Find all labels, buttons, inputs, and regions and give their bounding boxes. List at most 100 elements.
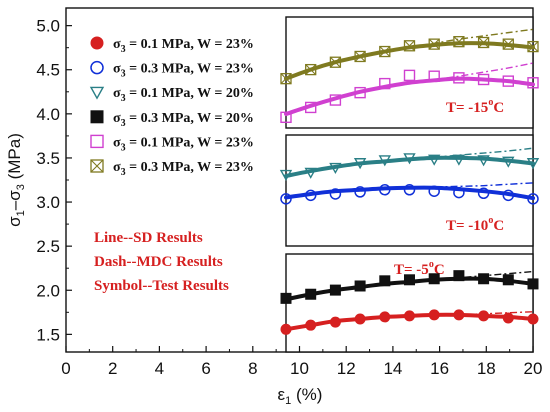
legend-item: σ3 = 0.1 MPa, W = 20% [89, 86, 254, 104]
data-point [428, 185, 440, 197]
x-tick-label: 2 [108, 359, 117, 378]
y-axis-title-sub2: 3 [15, 184, 27, 190]
data-point [502, 274, 514, 286]
data-point [280, 323, 292, 335]
sd-fit-line [284, 155, 535, 178]
data-point [453, 36, 465, 48]
data-point [477, 155, 490, 167]
legend-item: σ3 = 0.3 MPa, W = 20% [90, 110, 254, 129]
temperature-label: T= -5oC [394, 259, 445, 278]
data-point [502, 75, 514, 87]
legend-marker [90, 110, 104, 124]
data-point [403, 184, 416, 196]
data-point [502, 38, 514, 50]
legend-marker [90, 159, 104, 173]
data-point [478, 310, 490, 322]
temperature-label: T= -10oC [446, 215, 504, 234]
x-tick-label: 0 [61, 359, 70, 378]
data-point [329, 162, 342, 175]
data-point [379, 184, 391, 196]
series-group [280, 270, 539, 304]
legend-label: σ3 = 0.1 MPa, W = 23% [113, 135, 254, 153]
x-axis-title-sub: 1 [285, 395, 291, 407]
data-point [477, 187, 490, 200]
series-group [280, 309, 539, 335]
y-axis-title-sub1: 1 [15, 210, 27, 216]
data-point [354, 86, 366, 99]
data-point [527, 278, 539, 290]
x-tick-label: 16 [430, 359, 449, 378]
y-tick-label: 3.5 [36, 149, 60, 168]
data-point [453, 309, 465, 321]
series-group [280, 182, 539, 205]
y-tick-label: 3.0 [36, 193, 60, 212]
data-point [379, 45, 391, 58]
y-axis-title-unit: (MPa) [5, 133, 24, 184]
legend-marker [90, 36, 104, 50]
legend-item: σ3 = 0.3 MPa, W = 23% [90, 159, 254, 178]
y-tick-label: 4.5 [36, 61, 60, 80]
data-point [305, 101, 317, 114]
data-point [502, 312, 514, 324]
y-axis-title-main: σ [5, 216, 24, 227]
data-point [453, 270, 465, 282]
data-point [305, 319, 317, 331]
y-tick-label: 1.5 [36, 325, 60, 344]
legend-label: σ3 = 0.3 MPa, W = 20% [113, 111, 254, 129]
temperature-label: T= -15oC [446, 97, 504, 116]
data-point [379, 77, 391, 90]
data-point [304, 189, 317, 202]
legend-label: σ3 = 0.1 MPa, W = 20% [113, 86, 254, 104]
data-point [428, 309, 440, 321]
y-tick-label: 4.0 [36, 105, 60, 124]
legend-marker [89, 86, 105, 100]
x-tick-label: 10 [290, 359, 309, 378]
y-tick-label: 5.0 [36, 17, 60, 36]
x-tick-label: 4 [155, 359, 164, 378]
note-symbol: Symbol--Test Results [94, 278, 229, 294]
x-tick-label: 6 [201, 359, 210, 378]
data-point [428, 273, 440, 285]
data-point [354, 186, 366, 198]
x-tick-label: 8 [248, 359, 257, 378]
data-point [354, 313, 366, 325]
x-axis-title-unit: (%) [291, 385, 322, 404]
data-point [477, 73, 490, 86]
x-axis-title-main: ε [278, 385, 286, 404]
data-point [279, 169, 293, 181]
data-point [304, 167, 317, 179]
data-point [428, 154, 441, 166]
inset-panel [285, 253, 534, 353]
data-point [379, 311, 391, 323]
data-point [403, 40, 416, 52]
series-group [280, 28, 539, 85]
data-point [280, 73, 292, 85]
data-point [329, 56, 342, 68]
y-axis-title-mid: –σ [5, 190, 24, 210]
y-tick-label: 2.5 [36, 237, 60, 256]
sd-fit-line [284, 41, 535, 81]
x-tick-label: 20 [524, 359, 543, 378]
data-point [305, 63, 317, 76]
data-point [453, 72, 465, 84]
legend: σ3 = 0.1 MPa, W = 23% σ3 = 0.3 MPa, W = 2… [89, 36, 254, 178]
legend-item: σ3 = 0.3 MPa, W = 23% [90, 60, 254, 80]
data-point [477, 36, 490, 49]
data-point [452, 154, 466, 166]
data-point [305, 288, 317, 300]
note-line: Line--SD Results [94, 230, 203, 246]
series-group [280, 62, 539, 124]
legend-marker [90, 60, 104, 75]
sd-fit-line [284, 185, 535, 201]
data-point [329, 316, 341, 328]
data-point [526, 158, 540, 170]
legend-marker [90, 134, 104, 149]
data-point [404, 274, 415, 286]
x-axis-title: ε1 (%) [278, 385, 323, 407]
data-point [378, 155, 391, 167]
data-point [403, 69, 416, 82]
data-point [379, 275, 391, 287]
x-tick-label: 12 [337, 359, 356, 378]
data-point [527, 193, 539, 205]
